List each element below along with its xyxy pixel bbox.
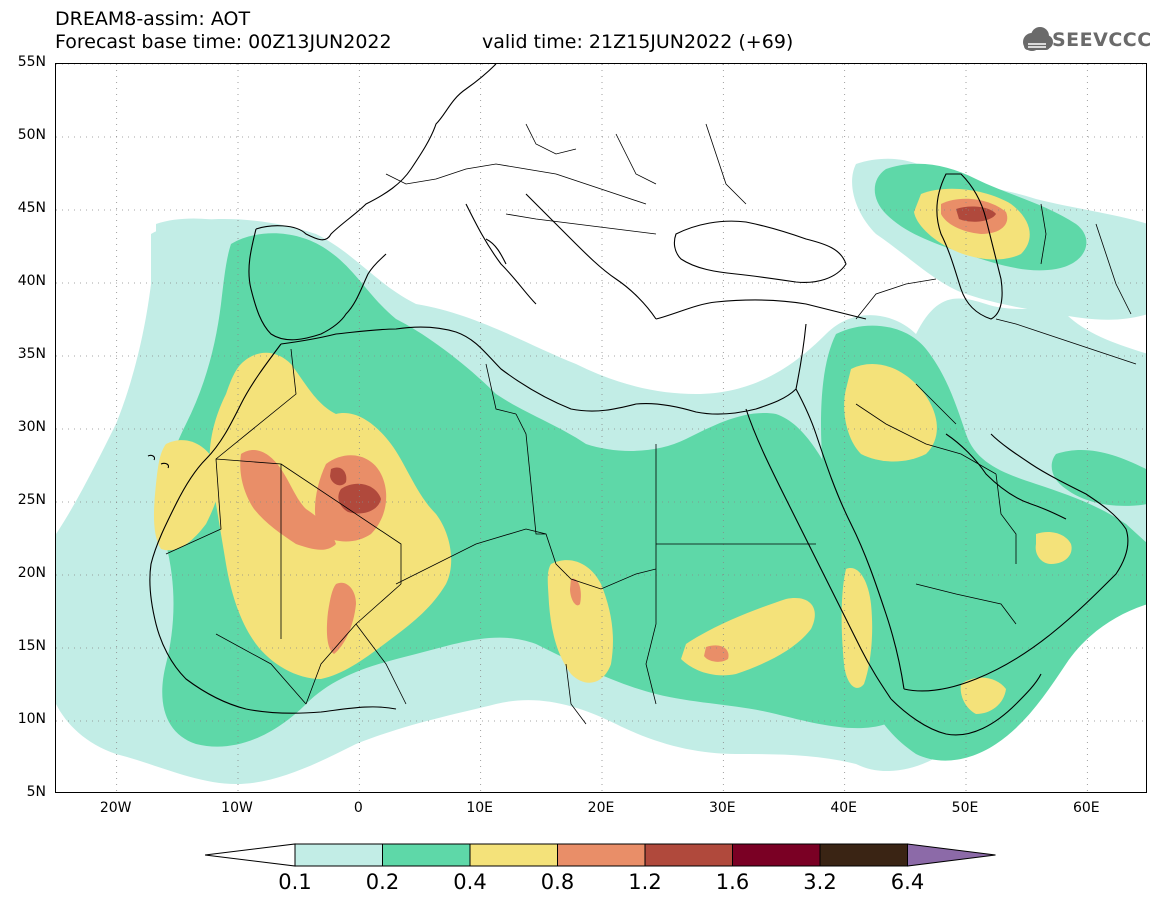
colorbar-segment [469, 843, 558, 867]
colorbar-label: 1.2 [628, 870, 662, 894]
aot-region-very-high [704, 645, 729, 662]
lon-label: 10W [221, 800, 253, 816]
aot-region-high [844, 364, 937, 462]
lat-label: 35N [17, 346, 46, 362]
aot-region-very-high [570, 578, 581, 606]
colorbar-label: 6.4 [890, 870, 925, 894]
aot-region-high [841, 568, 873, 688]
lon-label: 20W [99, 800, 132, 816]
map-canvas [56, 64, 1146, 792]
coastline-red-sea [745, 408, 905, 700]
aot-region-high [153, 440, 220, 551]
coastline-iberia [248, 228, 387, 341]
colorbar-min-arrow [205, 843, 296, 867]
colorbar-segment [382, 843, 471, 867]
colorbar-label: 0.2 [365, 870, 400, 894]
colorbar-label: 3.2 [803, 870, 837, 894]
coastline-balkans [525, 193, 657, 320]
colorbar-label: 0.8 [540, 870, 575, 894]
lat-label: 30N [17, 419, 46, 435]
aot-field [56, 158, 1146, 784]
colorbar-label: 0.4 [453, 870, 487, 894]
lat-label: 15N [17, 638, 46, 654]
coastline-caspian [936, 173, 1003, 320]
aot-region-high [1035, 532, 1072, 564]
lon-label: 10E [466, 800, 493, 816]
coastline-horn-africa [890, 673, 1042, 736]
aot-region-high [547, 560, 613, 683]
colorbar-label: 0.1 [278, 870, 312, 894]
aot-region-mid [1051, 449, 1146, 506]
colorbar-segment [294, 843, 383, 867]
coastline-canaries [147, 454, 170, 469]
coastline-persian-gulf [945, 433, 1067, 520]
colorbar-max-arrow [907, 843, 996, 867]
aot-region-very-high [240, 449, 336, 550]
lat-label: 5N [26, 784, 46, 800]
lat-label: 55N [17, 54, 46, 70]
colorbar-segment [644, 843, 733, 867]
coastline-italy [465, 203, 537, 305]
aot-map[interactable] [55, 63, 1147, 793]
forecast-base-time: Forecast base time: 00Z13JUN2022 [55, 31, 392, 53]
colorbar-segment [557, 843, 646, 867]
lon-label: 30E [708, 800, 736, 816]
map-title: DREAM8-assim: AOT [55, 8, 251, 30]
lat-label: 10N [17, 711, 46, 727]
valid-time: valid time: 21Z15JUN2022 (+69) [482, 31, 794, 53]
coastline-europe [255, 64, 497, 241]
aot-region-very-high [326, 582, 356, 654]
colorbar-label: 1.6 [715, 870, 750, 894]
colorbar [205, 843, 996, 867]
coastlines [147, 64, 1129, 736]
aot-region-high [960, 677, 1006, 714]
lat-label: 40N [17, 273, 46, 289]
lat-label: 20N [17, 565, 46, 581]
lat-label: 50N [17, 127, 46, 143]
coastline-west-africa [149, 343, 397, 714]
lon-label: 60E [1072, 800, 1100, 816]
coastline-turkey [655, 299, 867, 320]
country-borders [165, 123, 1137, 725]
logo-text: SEEVCCC [1052, 29, 1152, 51]
colorbar-segment [819, 843, 908, 867]
lon-label: 50E [951, 800, 979, 816]
cloud-logo-icon [1023, 27, 1053, 51]
coastline-north-africa [280, 326, 797, 415]
lon-label: 20E [587, 800, 615, 816]
coastline-black-sea [673, 220, 847, 283]
aot-region-extreme [330, 467, 347, 486]
aot-region-extreme [338, 483, 381, 514]
lat-label: 45N [17, 200, 46, 216]
coastline-levant [795, 323, 817, 435]
lat-lon-grid [56, 64, 1146, 792]
lon-label: 40E [830, 800, 857, 816]
colorbar-segment [732, 843, 821, 867]
coastline-arabia [903, 433, 1129, 692]
lon-label: 0 [353, 800, 363, 816]
lat-label: 25N [17, 492, 46, 508]
